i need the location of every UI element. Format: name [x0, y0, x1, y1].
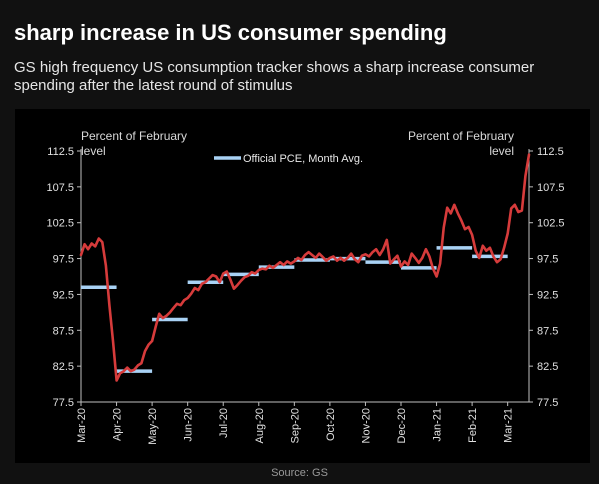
y-tick-label-left: 92.5 — [53, 289, 74, 301]
source-note: Source: GS — [271, 467, 328, 479]
right-axis-unit-label-line1: Percent of February — [408, 129, 514, 143]
y-tick-label-right: 77.5 — [537, 397, 558, 409]
x-tick-label: Nov-20 — [360, 408, 372, 443]
y-tick-label-right: 102.5 — [537, 218, 565, 230]
x-tick-label: Jun-20 — [183, 408, 195, 442]
x-tick-label: Jul-20 — [218, 408, 230, 438]
y-tick-label-right: 87.5 — [537, 325, 558, 337]
x-tick-label: Mar-21 — [503, 408, 515, 443]
x-tick-label: Sep-20 — [289, 408, 301, 443]
y-tick-label-right: 97.5 — [537, 254, 558, 266]
y-tick-label-right: 107.5 — [537, 182, 565, 194]
tracker-line — [79, 153, 531, 382]
x-tick-label: May-20 — [147, 408, 159, 445]
left-axis-unit-label-line2: level — [81, 144, 106, 158]
y-tick-label-right: 82.5 — [537, 361, 558, 373]
tracker-line-layer — [79, 153, 531, 382]
x-tick-label: Dec-20 — [396, 408, 408, 443]
consumption-chart: 112.5 112.5 107.5 107.5 102.5 102.5 97.5 97.5 92… — [46, 129, 564, 445]
x-tick-label: Mar-20 — [76, 408, 88, 443]
y-tick-label-left: 107.5 — [46, 182, 74, 194]
legend-label-pce: Official PCE, Month Avg. — [243, 153, 363, 165]
y-tick-label-left: 97.5 — [53, 254, 74, 266]
axes: 112.5 112.5 107.5 107.5 102.5 102.5 97.5 97.5 92… — [46, 146, 564, 445]
x-tick-label: Jan-21 — [432, 408, 444, 442]
y-tick-label-right: 92.5 — [537, 289, 558, 301]
chart-panel: 112.5 112.5 107.5 107.5 102.5 102.5 97.5 97.5 92… — [15, 109, 590, 463]
left-axis-unit-label-line1: Percent of February — [81, 129, 187, 143]
x-tick-label: Apr-20 — [112, 408, 124, 441]
x-tick-label: Feb-21 — [467, 408, 479, 443]
y-tick-label-left: 82.5 — [53, 361, 74, 373]
right-axis-unit-label-line2: level — [489, 144, 514, 158]
x-tick-label: Oct-20 — [325, 408, 337, 441]
y-tick-label-left: 77.5 — [53, 397, 74, 409]
y-tick-label-left: 102.5 — [46, 218, 74, 230]
x-tick-label: Aug-20 — [254, 408, 266, 443]
y-tick-label-left: 112.5 — [47, 146, 74, 158]
y-tick-label-right: 112.5 — [537, 146, 564, 158]
page-subtitle: GS high frequency US consumption tracker… — [14, 59, 535, 94]
y-tick-label-left: 87.5 — [53, 325, 74, 337]
page-title: sharp increase in US consumer spending — [14, 20, 447, 45]
legend: Official PCE, Month Avg. — [214, 153, 363, 165]
